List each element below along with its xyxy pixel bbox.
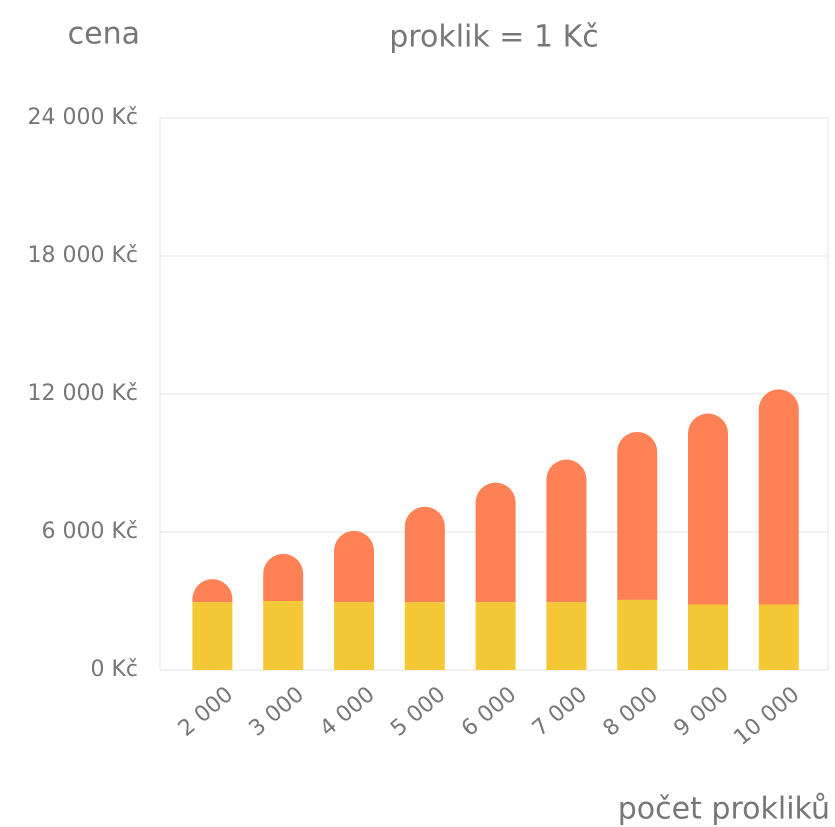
x-tick-label: 10 000 [729,682,804,751]
x-tick-label: 2 000 [174,682,238,742]
x-tick-label: 8 000 [599,682,663,742]
bar-segment [192,579,233,603]
bar-segment [475,602,516,670]
bar-segment [334,530,374,603]
bar-segment [475,482,516,603]
y-tick-label: 6 000 Kč [42,519,139,544]
bar-segment [334,602,374,670]
x-axis-label: počet prokliků [618,792,830,827]
bar-segment [758,389,799,605]
bar-segment [688,604,728,670]
y-tick-label: 12 000 Kč [28,381,139,406]
x-tick-label: 7 000 [528,682,592,742]
y-tick-label: 18 000 Kč [28,243,139,268]
bar-segment [192,602,233,670]
x-tick-label: 5 000 [386,682,450,742]
chart-title: proklik = 1 Kč [389,20,599,55]
bar-segment [617,599,658,670]
x-tick-label: 4 000 [315,682,379,742]
bar-segment [546,459,587,603]
y-tick-label: 0 Kč [90,657,138,682]
x-tick-label: 3 000 [245,682,309,742]
bar-segment [758,604,799,670]
bar-segment [688,413,728,605]
bar-segment [263,553,304,601]
bar-segment [404,506,445,603]
x-tick-label: 9 000 [669,682,733,742]
y-axis-label: cena [68,17,140,52]
bar-segment [546,602,587,670]
bar-segment [263,601,304,670]
x-tick-label: 6 000 [457,682,521,742]
y-tick-label: 24 000 Kč [28,105,139,130]
bar-segment [617,431,658,600]
bar-segment [404,602,445,670]
